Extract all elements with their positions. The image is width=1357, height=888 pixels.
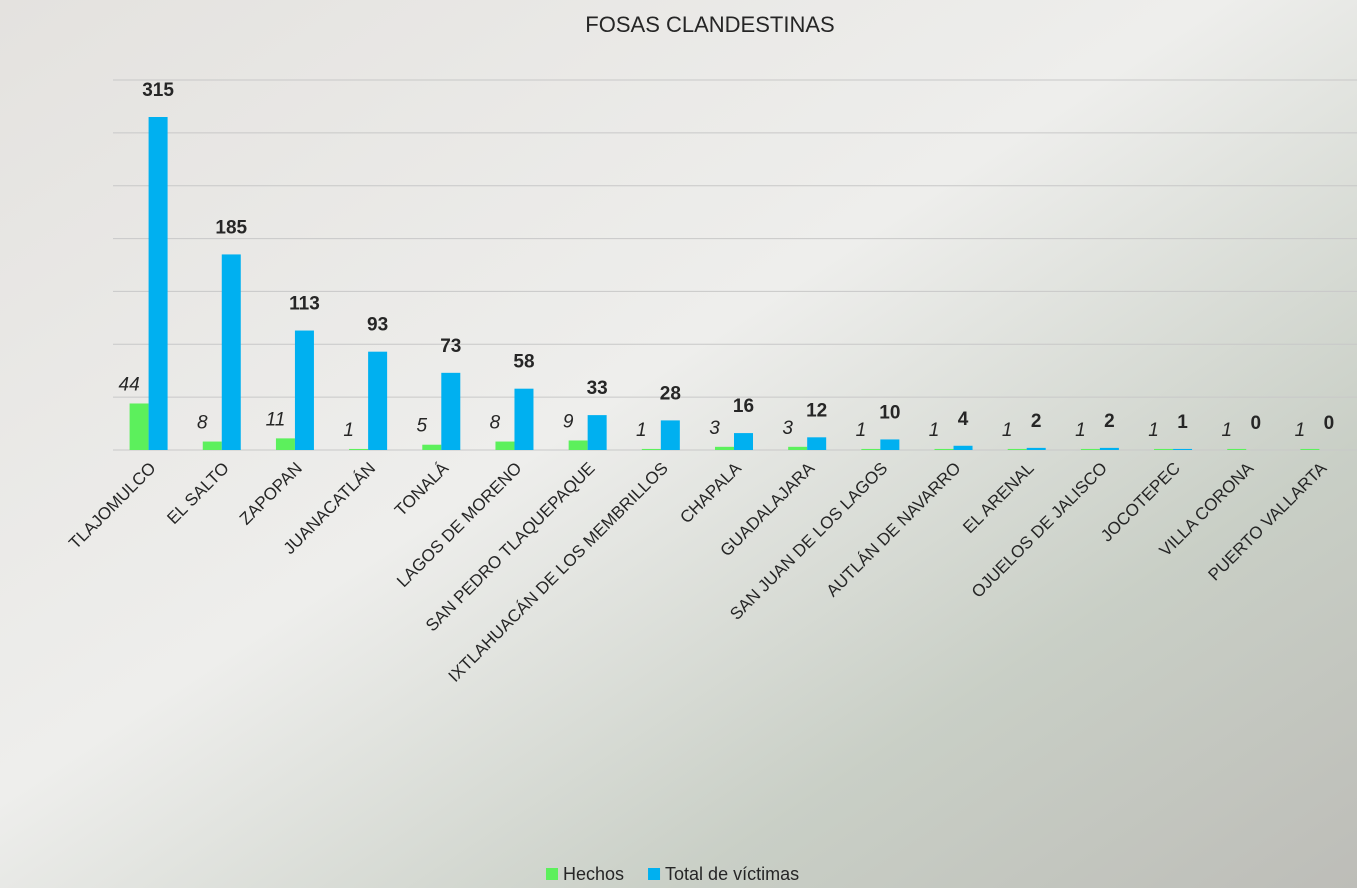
data-label: 8 (197, 413, 208, 434)
data-label: 1 (343, 420, 354, 441)
bar (715, 447, 734, 450)
data-label: 73 (440, 336, 461, 357)
bar (1227, 449, 1246, 450)
data-label: 1 (636, 420, 647, 441)
bar (1081, 449, 1100, 450)
bar (1008, 449, 1027, 450)
data-label: 1 (929, 420, 940, 441)
data-label: 5 (417, 416, 428, 437)
data-label: 1 (856, 420, 867, 441)
bar (295, 331, 314, 450)
bar (954, 446, 973, 450)
data-label: 3 (709, 418, 720, 439)
bar (495, 442, 514, 450)
data-label: 1 (1148, 420, 1159, 441)
bar (422, 445, 441, 450)
bar (935, 449, 954, 450)
data-label: 0 (1250, 413, 1261, 434)
page: FOSAS CLANDESTINAS TLAJOMULCO44315EL SAL… (0, 0, 1357, 888)
bar (441, 373, 460, 450)
bar (642, 449, 661, 450)
bar (130, 403, 149, 450)
data-label: 315 (142, 80, 174, 101)
data-label: 93 (367, 315, 388, 336)
data-label: 2 (1031, 411, 1042, 432)
data-label: 9 (563, 412, 574, 433)
bar (788, 447, 807, 450)
bar (661, 420, 680, 450)
bar (569, 440, 588, 450)
bar (514, 389, 533, 450)
data-label: 0 (1324, 413, 1335, 434)
bar (734, 433, 753, 450)
bar (807, 437, 826, 450)
data-label: 1 (1002, 420, 1013, 441)
data-label: 4 (958, 409, 969, 430)
chart-title: FOSAS CLANDESTINAS (585, 12, 834, 37)
data-label: 12 (806, 400, 827, 421)
bar (861, 449, 880, 450)
bar (1027, 448, 1046, 450)
bar (149, 117, 168, 450)
data-label: 8 (490, 413, 501, 434)
legend-swatch (648, 868, 660, 880)
data-label: 16 (733, 396, 754, 417)
bar (1154, 449, 1173, 450)
data-label: 3 (782, 418, 793, 439)
data-label: 1 (1221, 420, 1232, 441)
bar (276, 438, 295, 450)
bar (1100, 448, 1119, 450)
bar (349, 449, 368, 450)
data-label: 113 (289, 294, 320, 315)
data-label: 2 (1104, 411, 1115, 432)
bar (1300, 449, 1319, 450)
chart: FOSAS CLANDESTINAS TLAJOMULCO44315EL SAL… (0, 0, 1357, 888)
data-label: 1 (1295, 420, 1306, 441)
data-label: 58 (513, 352, 534, 373)
bar (880, 439, 899, 450)
data-label: 28 (660, 383, 681, 404)
data-label: 185 (215, 217, 247, 238)
bar (588, 415, 607, 450)
legend-label: Hechos (563, 864, 624, 884)
bar (368, 352, 387, 450)
data-label: 44 (119, 375, 140, 396)
bar (1173, 449, 1192, 450)
data-label: 1 (1075, 420, 1086, 441)
legend-label: Total de víctimas (665, 864, 799, 884)
data-label: 33 (587, 378, 608, 399)
data-label: 11 (266, 409, 286, 430)
data-label: 10 (879, 402, 900, 423)
bar (203, 442, 222, 450)
bar (222, 254, 241, 450)
legend-swatch (546, 868, 558, 880)
data-label: 1 (1177, 412, 1188, 433)
